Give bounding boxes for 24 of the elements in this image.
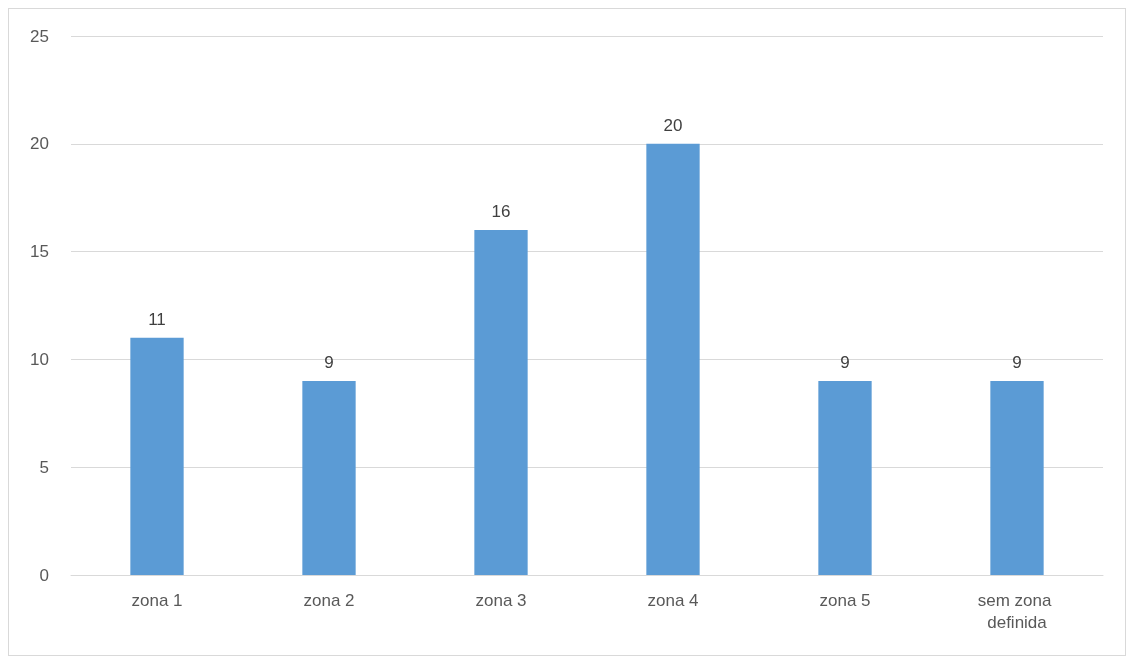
- bar: [646, 143, 700, 575]
- data-label: 9: [840, 352, 850, 372]
- data-label: 20: [663, 115, 683, 135]
- bar: [818, 380, 872, 575]
- data-label: 9: [1012, 352, 1022, 372]
- data-label: 16: [491, 202, 511, 222]
- x-tick-label: zona 5: [819, 590, 871, 610]
- data-label: 9: [324, 352, 334, 372]
- y-tick-label: 5: [39, 457, 49, 477]
- y-tick-label: 10: [30, 349, 49, 369]
- x-tick-label: zona 1: [131, 590, 183, 610]
- x-tick-label: zona 2: [303, 590, 355, 610]
- x-tick-label: zona 4: [647, 590, 699, 610]
- bar: [130, 337, 184, 575]
- y-tick-label: 25: [30, 26, 49, 46]
- bar: [474, 230, 528, 575]
- y-tick-label: 20: [30, 134, 49, 154]
- y-tick-label: 0: [39, 565, 49, 585]
- x-tick-label: zona 3: [475, 590, 527, 610]
- y-tick-label: 15: [30, 242, 49, 262]
- data-label: 11: [148, 309, 166, 329]
- x-tick-label: sem zona definida: [977, 590, 1057, 632]
- bar: [990, 380, 1044, 575]
- bar: [302, 380, 356, 575]
